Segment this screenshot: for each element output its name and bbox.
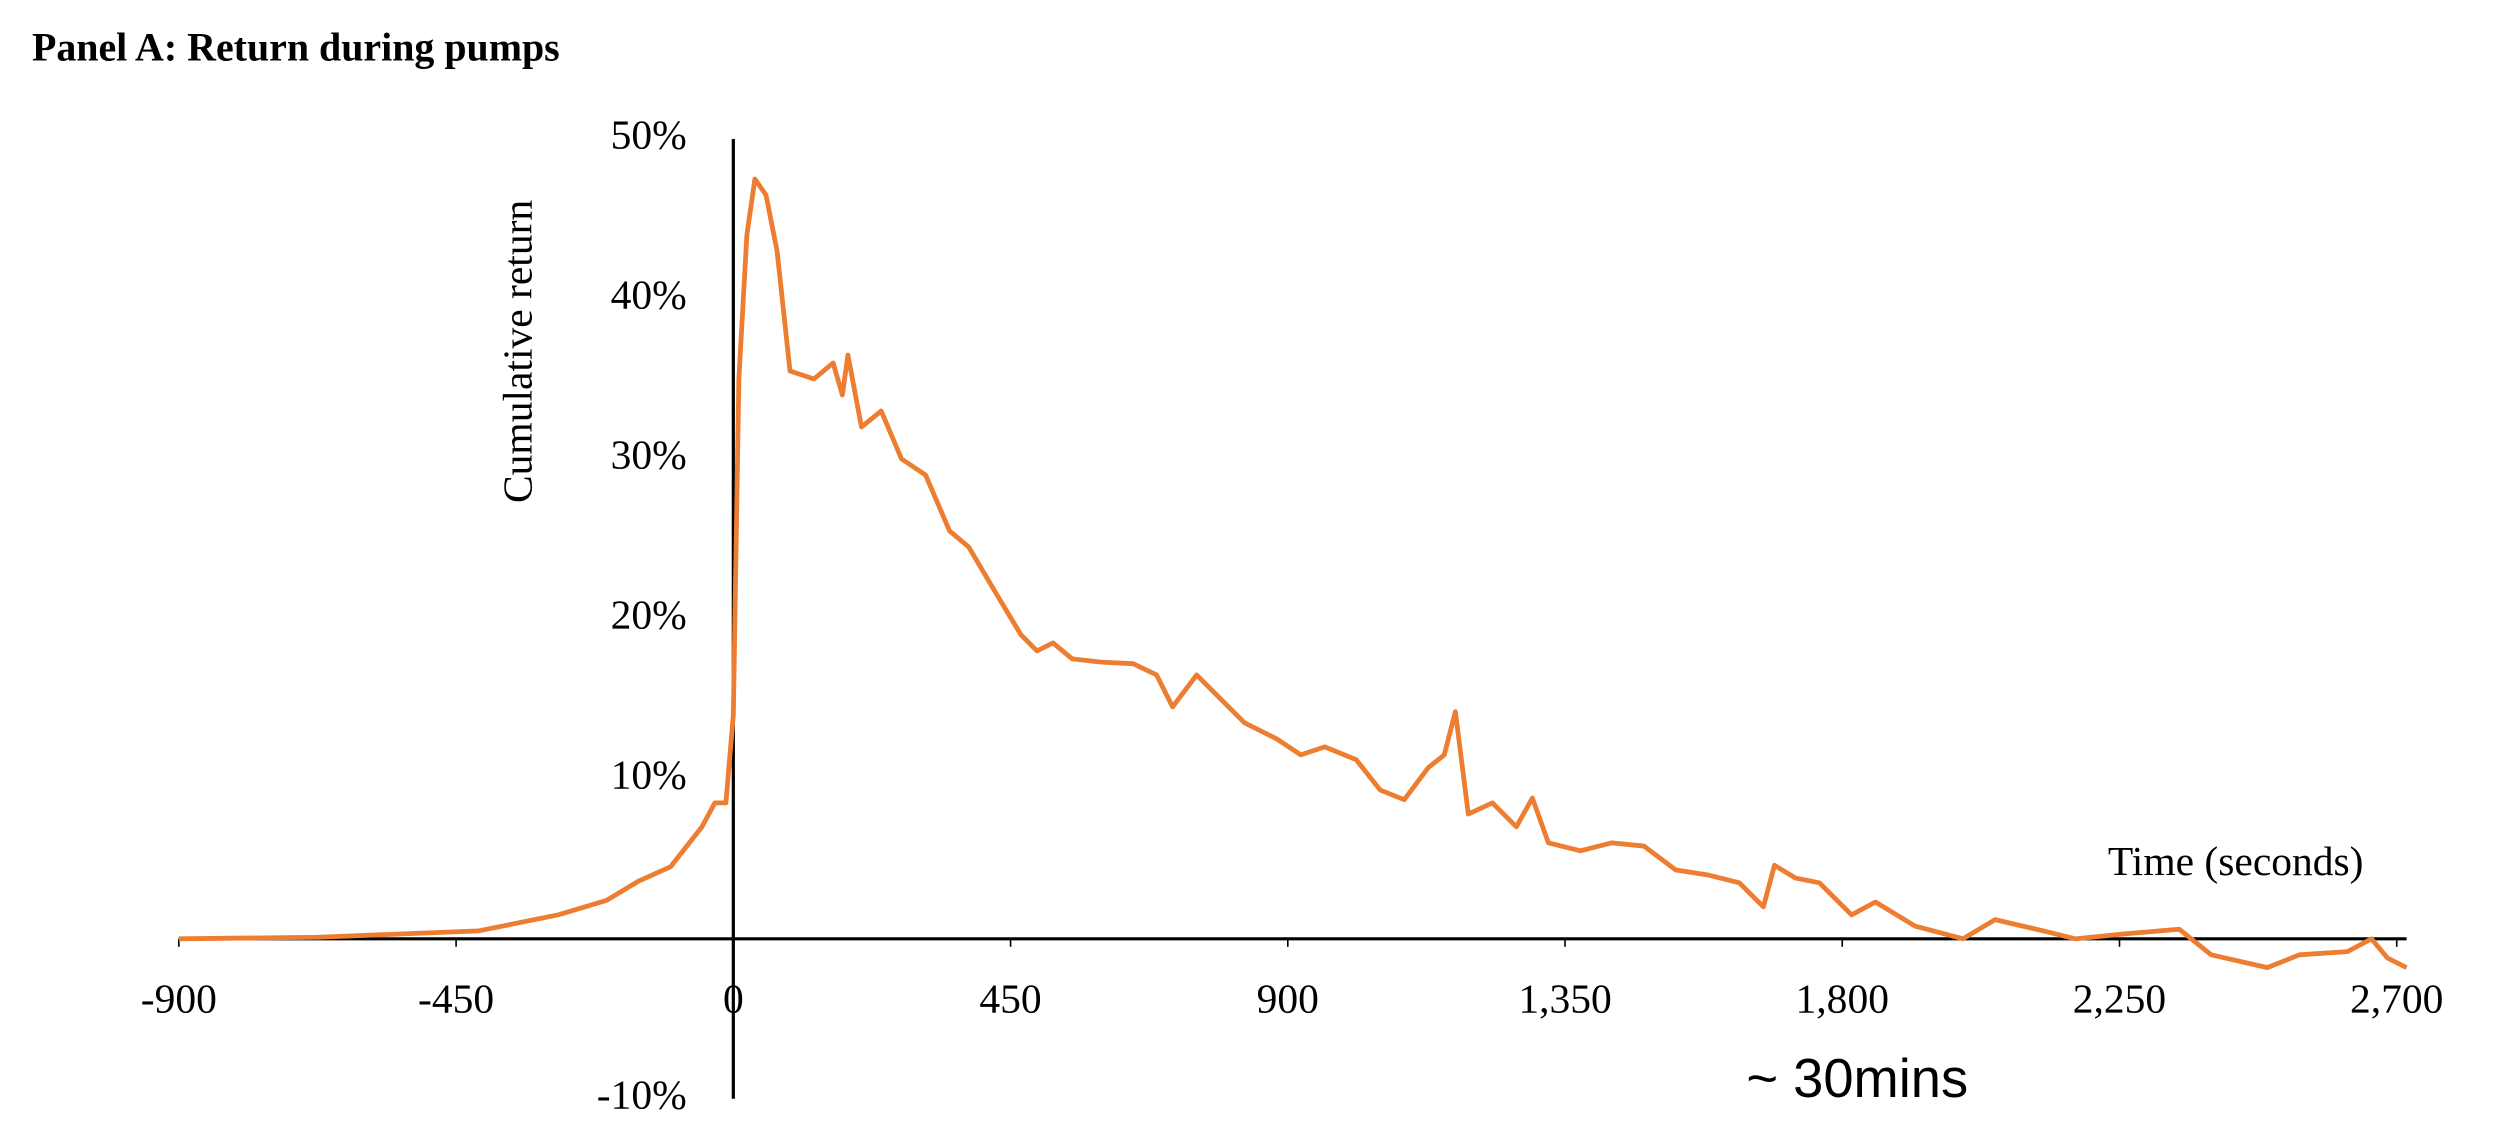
x-tick-label: -450 — [418, 976, 494, 1022]
x-tick-label: 2,700 — [2350, 976, 2443, 1022]
y-tick-label: 20% — [611, 591, 687, 637]
y-tick-label: -10% — [597, 1071, 687, 1117]
chart-title: Panel A: Return during pumps — [32, 24, 560, 69]
x-tick-label: 900 — [1257, 976, 1319, 1022]
data-line — [178, 176, 2408, 971]
annotation: ~ 30mins — [1746, 1048, 1968, 1109]
x-tick-label: 2,250 — [2073, 976, 2166, 1022]
x-tick-label: -900 — [141, 976, 217, 1022]
y-tick-label: 10% — [611, 751, 687, 797]
x-axis-label: Time (seconds) — [2108, 838, 2364, 885]
x-tick-label: 1,800 — [1796, 976, 1889, 1022]
y-tick-label: 50% — [611, 112, 687, 158]
y-axis-label: Cumulative return — [495, 200, 541, 503]
y-tick-label: 40% — [611, 272, 687, 318]
x-tick-label: 0 — [723, 976, 744, 1022]
x-tick-label: 450 — [979, 976, 1041, 1022]
y-tick-label: 30% — [611, 431, 687, 477]
x-tick-label: 1,350 — [1518, 976, 1611, 1022]
